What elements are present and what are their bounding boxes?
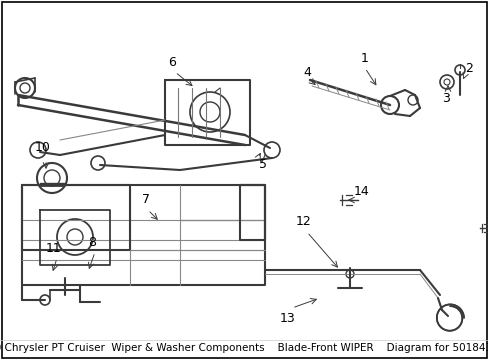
Text: 8: 8: [88, 235, 96, 248]
Text: 1: 1: [360, 51, 368, 64]
Text: 13: 13: [280, 311, 295, 324]
Text: 4: 4: [303, 66, 310, 78]
Text: 12: 12: [296, 216, 311, 229]
Text: 2: 2: [464, 62, 472, 75]
Text: 3: 3: [441, 91, 449, 104]
Text: 2010 Chrysler PT Cruiser  Wiper & Washer Components    Blade-Front WIPER    Diag: 2010 Chrysler PT Cruiser Wiper & Washer …: [0, 343, 488, 353]
Text: 7: 7: [142, 193, 150, 207]
Text: 14: 14: [353, 185, 369, 198]
Text: 10: 10: [35, 141, 51, 154]
Text: 6: 6: [168, 55, 176, 68]
Text: 11: 11: [46, 242, 62, 255]
Text: 5: 5: [259, 158, 266, 171]
